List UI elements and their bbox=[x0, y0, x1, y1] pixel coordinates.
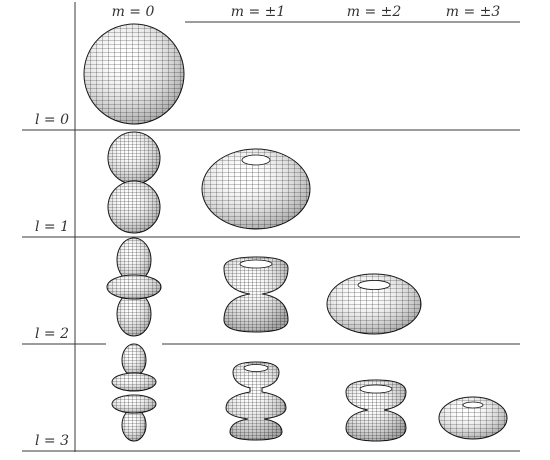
harmonic-l2-m0-lobes-with-ring bbox=[106, 237, 162, 337]
harmonic-l1-m1-torus bbox=[201, 148, 311, 230]
harmonic-l3-m2-double-bowl bbox=[345, 379, 407, 442]
harmonic-l1-m0-two-lobes bbox=[107, 131, 161, 234]
row-label-l0: l = 0 bbox=[35, 112, 69, 128]
harmonic-l2-m2-flat-torus bbox=[326, 273, 422, 335]
row-label-l2: l = 2 bbox=[35, 326, 69, 342]
harmonic-l3-m1-stacked-tori bbox=[225, 361, 287, 441]
row-label-l1: l = 1 bbox=[35, 219, 69, 235]
harmonic-l3-m0-lobes-with-two-rings bbox=[111, 343, 157, 442]
harmonic-l0-m0-sphere bbox=[83, 23, 185, 125]
column-header-m1: m = ±1 bbox=[231, 4, 286, 20]
harmonic-l2-m1-double-cone-pair bbox=[223, 256, 289, 333]
column-header-m3: m = ±3 bbox=[446, 4, 501, 20]
row-label-l3: l = 3 bbox=[35, 433, 69, 449]
column-header-m0: m = 0 bbox=[112, 4, 155, 20]
harmonic-l3-m3-flat-disc bbox=[438, 396, 508, 440]
column-header-m2: m = ±2 bbox=[347, 4, 402, 20]
